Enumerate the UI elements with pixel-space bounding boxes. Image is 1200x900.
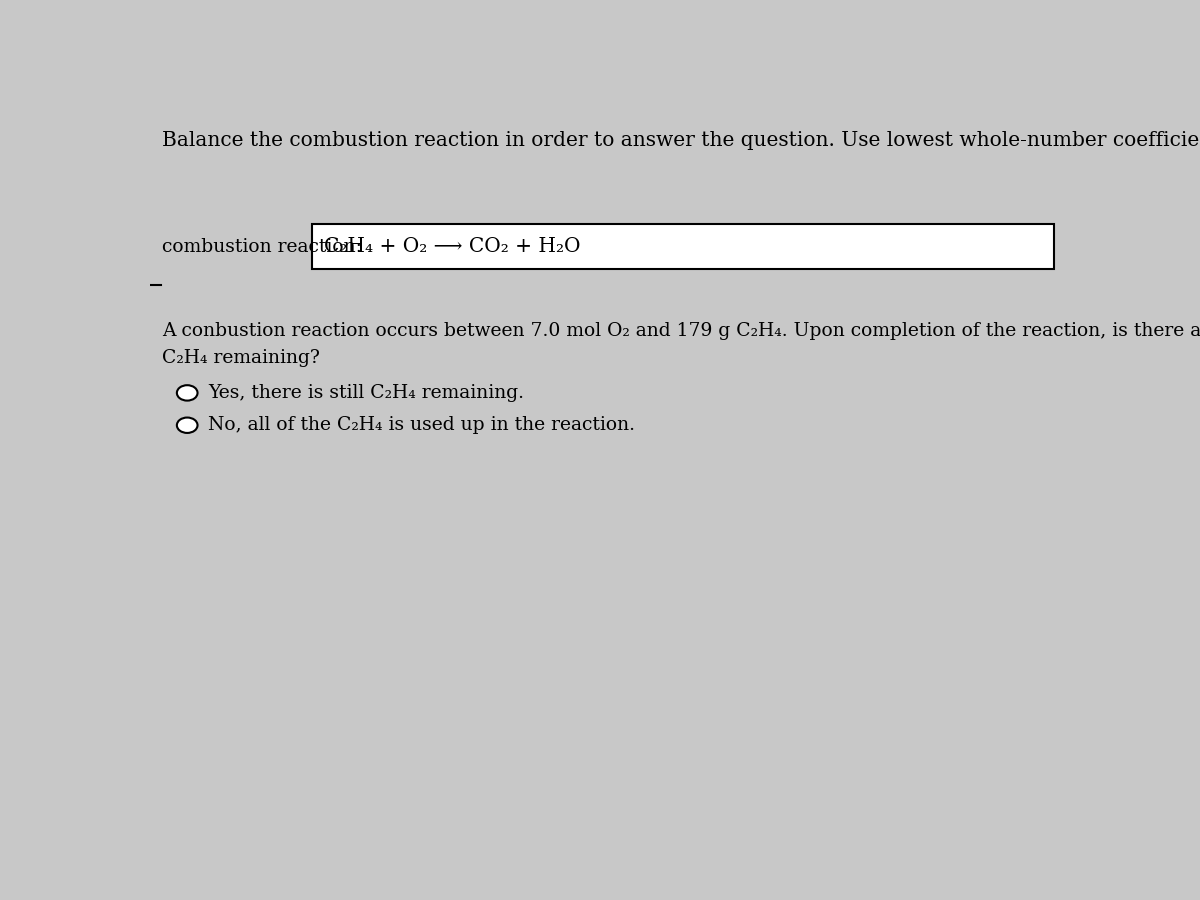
- Ellipse shape: [176, 418, 198, 433]
- Text: combustion reaction:: combustion reaction:: [162, 238, 361, 256]
- Text: C₂H₄ remaining?: C₂H₄ remaining?: [162, 349, 319, 367]
- Text: No, all of the C₂H₄ is used up in the reaction.: No, all of the C₂H₄ is used up in the re…: [208, 416, 635, 434]
- Ellipse shape: [176, 385, 198, 400]
- Text: A conbustion reaction occurs between 7.0 mol O₂ and 179 g C₂H₄. Upon completion : A conbustion reaction occurs between 7.0…: [162, 322, 1200, 340]
- Text: Yes, there is still C₂H₄ remaining.: Yes, there is still C₂H₄ remaining.: [208, 384, 524, 402]
- FancyBboxPatch shape: [312, 224, 1054, 269]
- Text: Balance the combustion reaction in order to answer the question. Use lowest whol: Balance the combustion reaction in order…: [162, 131, 1200, 150]
- Text: C₂H₄ + O₂ ⟶ CO₂ + H₂O: C₂H₄ + O₂ ⟶ CO₂ + H₂O: [324, 237, 581, 256]
